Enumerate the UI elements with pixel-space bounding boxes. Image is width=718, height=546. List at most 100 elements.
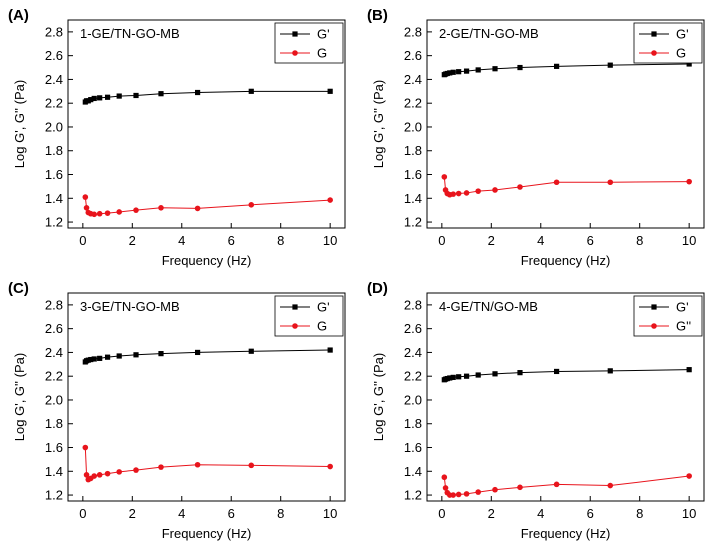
data-point (450, 69, 456, 75)
data-point (450, 492, 457, 498)
panel-label: (D) (367, 280, 388, 297)
data-point (450, 374, 456, 380)
data-point (553, 179, 560, 186)
y-tick-label: 2.4 (45, 345, 63, 360)
data-point (248, 202, 255, 208)
legend: G' G (633, 22, 703, 64)
data-point (133, 92, 139, 99)
y-tick-label: 2.0 (404, 119, 422, 134)
legend-marker (651, 31, 657, 37)
x-tick-label: 6 (587, 233, 594, 248)
data-point (517, 484, 523, 491)
series-line (84, 197, 331, 215)
x-tick-label: 0 (438, 506, 445, 521)
x-tick-label: 10 (682, 233, 696, 248)
data-point (475, 67, 481, 73)
x-tick-label: 8 (277, 506, 284, 521)
data-point (475, 489, 481, 495)
data-point (248, 462, 255, 469)
data-point (116, 469, 122, 475)
chart-title: 4-GE/TN/GO-MB (439, 299, 538, 314)
data-point (248, 88, 254, 94)
data-point (607, 368, 613, 374)
legend-box (274, 22, 344, 64)
x-axis-title: Frequency (Hz) (521, 526, 611, 541)
y-tick-label: 1.4 (45, 191, 63, 206)
chart-title: 2-GE/TN-GO-MB (439, 26, 539, 41)
data-point (83, 204, 90, 211)
data-point (96, 472, 103, 478)
y-axis-title: Log G', G'' (Pa) (12, 80, 27, 168)
data-point (553, 63, 560, 69)
y-tick-label: 1.6 (45, 440, 63, 455)
y-tick-label: 2.4 (45, 72, 63, 87)
panel-c: (C) 0 2 4 6 8 10 1.2 1.4 1.6 1.8 2.0 2.2 2.4 2.6 2.8 Fre… (0, 273, 359, 546)
y-tick-label: 1.2 (404, 215, 422, 230)
data-point (455, 491, 462, 498)
data-point (442, 485, 449, 491)
x-tick-label: 4 (537, 506, 544, 521)
data-point (463, 491, 470, 497)
data-point (91, 211, 98, 218)
legend-marker (292, 31, 298, 37)
data-point (158, 204, 164, 211)
data-point (607, 179, 614, 186)
legend-box (633, 295, 703, 337)
legend-marker (292, 323, 298, 329)
series-0 (82, 347, 333, 365)
legend: G' G (274, 295, 344, 337)
x-tick-label: 6 (228, 506, 235, 521)
legend-box (274, 295, 344, 337)
data-point (517, 370, 523, 376)
data-point (96, 210, 103, 217)
data-point (91, 356, 97, 362)
legend-label: G' (317, 27, 330, 42)
data-point (441, 174, 448, 180)
y-tick-label: 2.2 (45, 369, 63, 384)
data-point (104, 354, 111, 360)
y-axis-title: Log G', G'' (Pa) (12, 353, 27, 441)
chart-title: 3-GE/TN-GO-MB (80, 299, 180, 314)
series-line (443, 176, 690, 196)
data-point (686, 473, 692, 479)
data-point (686, 178, 692, 185)
series-line (443, 475, 690, 496)
x-tick-label: 6 (228, 233, 235, 248)
y-tick-label: 1.6 (45, 167, 63, 182)
data-point (248, 348, 254, 354)
chart-svg: (A) 0 2 4 6 8 10 1.2 1.4 1.6 1.8 2.0 2.2 2.4 2.6 2.8 Fre… (8, 7, 346, 268)
series-line (84, 447, 331, 481)
data-point (158, 464, 164, 470)
data-point (327, 197, 333, 203)
legend-marker (292, 304, 298, 310)
legend-box (633, 22, 703, 64)
data-point (83, 472, 90, 478)
data-point (456, 374, 462, 380)
series-0 (441, 61, 692, 78)
data-point (686, 367, 692, 373)
data-point (441, 474, 448, 481)
chart-svg: (B) 0 2 4 6 8 10 1.2 1.4 1.6 1.8 2.0 2.2 2.4 2.6 2.8 Fre… (367, 7, 705, 268)
x-tick-label: 8 (636, 506, 643, 521)
data-point (133, 352, 139, 358)
y-tick-label: 1.6 (404, 167, 422, 182)
x-tick-label: 6 (587, 506, 594, 521)
x-tick-label: 2 (488, 506, 495, 521)
data-point (553, 481, 560, 488)
data-point (88, 97, 94, 103)
legend-label: G' (317, 300, 330, 315)
series-line (84, 90, 331, 103)
y-axis-title: Log G', G'' (Pa) (371, 80, 386, 168)
y-axis-title: Log G', G'' (Pa) (371, 353, 386, 441)
panel-b: (B) 0 2 4 6 8 10 1.2 1.4 1.6 1.8 2.0 2.2 2.4 2.6 2.8 Fre… (359, 0, 718, 273)
x-tick-label: 0 (438, 233, 445, 248)
chart-title: 1-GE/TN-GO-MB (80, 26, 180, 41)
x-tick-label: 8 (636, 233, 643, 248)
data-point (492, 66, 498, 72)
series-1 (82, 194, 333, 218)
y-tick-label: 2.6 (404, 48, 422, 63)
y-tick-label: 2.6 (45, 321, 63, 336)
data-point (455, 190, 462, 197)
data-point (517, 64, 523, 71)
series-1 (441, 174, 692, 198)
